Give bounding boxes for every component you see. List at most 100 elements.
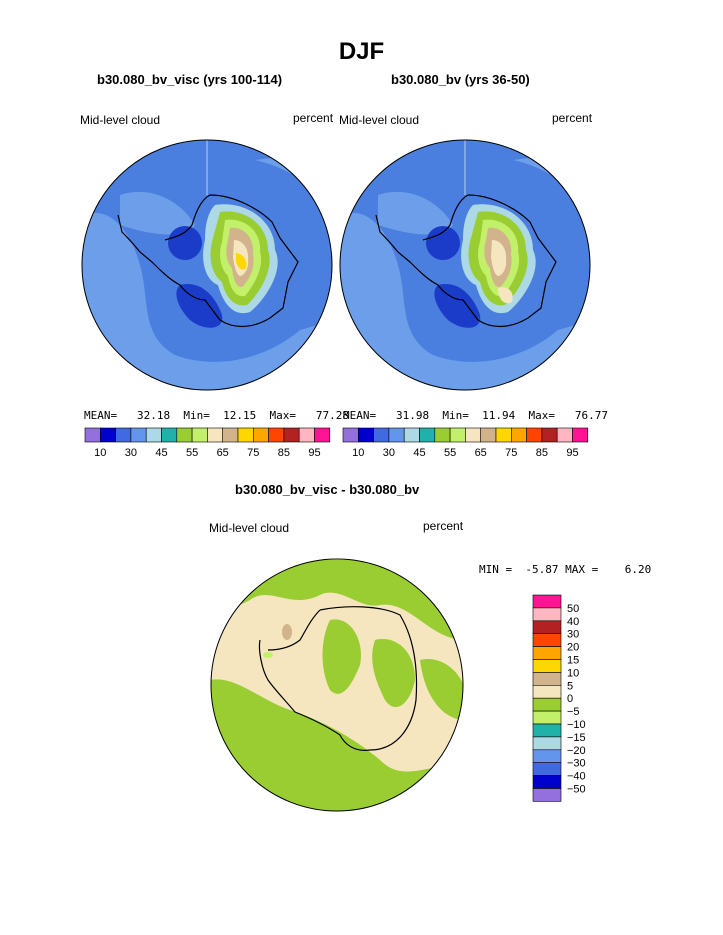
panel1-max-label: Max= xyxy=(269,409,297,422)
diff-colorbar-tick-label: 20 xyxy=(567,642,579,654)
panel2-colorbar-swatch xyxy=(449,427,466,443)
panel1-light-band xyxy=(82,213,332,390)
panel1-colorbar-tick-label: 10 xyxy=(94,447,106,459)
diff-positive-spot xyxy=(282,624,292,640)
panel1-map xyxy=(81,139,333,391)
panel2-mean-label: MEAN= xyxy=(343,409,377,422)
panel2-coastline xyxy=(375,194,557,328)
diff-region-n xyxy=(211,560,463,640)
panel2-colorbar-swatch xyxy=(541,427,558,443)
diff-colorbar-tick-label: −30 xyxy=(567,758,586,770)
diff-field-label: Mid-level cloud xyxy=(209,521,290,535)
panel1-colorbar-swatch xyxy=(130,427,147,443)
panel1-colorbar: 10 30 45 55 65 75 85 95 xyxy=(84,427,331,459)
panel2-min: 11.94 xyxy=(482,409,516,422)
diff-region-e xyxy=(372,639,415,708)
diff-colorbar-swatch xyxy=(532,672,562,686)
diff-units-label: percent xyxy=(423,519,464,533)
diff-stats: MIN = -5.87 MAX = 6.20 xyxy=(479,563,651,576)
panel1-colorbar-tick-label: 75 xyxy=(247,447,259,459)
diff-colorbar-tick-label: −5 xyxy=(567,706,580,718)
panel2-low-cloud-w xyxy=(426,226,460,260)
panel1-stats: MEAN= 32.18 Min= 12.15 Max= 77.28 xyxy=(84,409,349,422)
panel2-colorbar-swatch xyxy=(357,427,374,443)
diff-colorbar-swatch xyxy=(532,749,562,763)
diff-max-label: MAX = xyxy=(565,563,599,576)
diff-min: -5.87 xyxy=(525,563,559,576)
panel2-map xyxy=(339,139,591,391)
panel2-colorbar-swatch xyxy=(419,427,436,443)
diff-colorbar-swatch xyxy=(532,620,562,634)
diff-colorbar-tick-label: 10 xyxy=(567,667,579,679)
diff-negative-spot xyxy=(263,652,273,658)
diff-min-label: MIN = xyxy=(479,563,513,576)
diff-colorbar-swatch xyxy=(532,788,562,802)
panel2-colorbar-tick-label: 55 xyxy=(444,447,456,459)
panel1-max: 77.28 xyxy=(315,409,349,422)
panel1-min-label: Min= xyxy=(183,409,210,422)
panel1-mean: 32.18 xyxy=(137,409,171,422)
page-title: DJF xyxy=(338,38,385,65)
panel1-colorbar-swatch xyxy=(145,427,162,443)
diff-region-far-e xyxy=(420,659,463,720)
panel2-colorbar-swatch xyxy=(388,427,405,443)
panel2-field-label: Mid-level cloud xyxy=(339,113,420,127)
panel1-colorbar-swatch xyxy=(161,427,178,443)
diff-colorbar-swatch xyxy=(532,723,562,738)
panel1-colorbar-tick-label: 45 xyxy=(155,447,167,459)
panel2-colorbar-swatch xyxy=(556,427,573,443)
diff-colorbar-tick-label: 30 xyxy=(567,629,579,641)
panel2-low-cloud-sw xyxy=(434,284,481,328)
diff-title: b30.080_bv_visc - b30.080_bv xyxy=(235,482,420,497)
panel2-colorbar-tick-label: 65 xyxy=(475,447,487,459)
diff-coastline xyxy=(258,606,418,751)
panel2-max-label: Max= xyxy=(528,409,556,422)
panel1-colorbar-swatch xyxy=(222,427,239,443)
panel2-map-border xyxy=(339,139,591,391)
panel2-contour-65 xyxy=(491,240,507,276)
panel2-colorbar: 10 30 45 55 65 75 85 95 xyxy=(342,427,589,459)
panel1-case-title: b30.080_bv_visc (yrs 100-114) xyxy=(97,72,283,87)
panel2-colorbar-swatch xyxy=(342,427,359,443)
panel1-colorbar-swatch xyxy=(253,427,269,443)
diff-colorbar-tick-label: −40 xyxy=(567,771,586,783)
panel1-colorbar-swatch xyxy=(283,427,300,443)
diff-colorbar-tick-label: −20 xyxy=(567,745,586,757)
panel1-colorbar-swatch xyxy=(115,427,132,443)
panel2-colorbar-swatch xyxy=(373,427,390,443)
diff-map-border xyxy=(210,558,464,812)
panel1-light-band-nw xyxy=(120,191,195,235)
diff-colorbar-swatch xyxy=(532,684,562,699)
panel2-colorbar-tick-label: 10 xyxy=(352,447,364,459)
diff-colorbar-tick-label: 5 xyxy=(567,680,573,692)
diff-map xyxy=(210,558,464,812)
panel2-colorbar-tick-label: 30 xyxy=(383,447,395,459)
panel1-colorbar-tick-label: 65 xyxy=(217,447,229,459)
panel1-field-label: Mid-level cloud xyxy=(80,113,161,127)
diff-colorbar-swatch xyxy=(532,736,562,751)
panel1-mean-label: MEAN= xyxy=(84,409,118,422)
panel1-colorbar-swatch xyxy=(207,427,223,443)
diff-colorbar-tick-label: −50 xyxy=(567,784,586,796)
panel1-colorbar-swatch xyxy=(314,427,331,443)
panel1-colorbar-tick-label: 95 xyxy=(308,447,320,459)
panel2-colorbar-tick-label: 75 xyxy=(505,447,517,459)
diff-colorbar-swatch xyxy=(532,633,562,647)
panel2-colorbar-tick-label: 95 xyxy=(566,447,578,459)
panel2-colorbar-tick-label: 85 xyxy=(536,447,548,459)
panel1-low-cloud-sw xyxy=(176,284,223,328)
panel2-case-title: b30.080_bv (yrs 36-50) xyxy=(391,72,530,87)
diff-colorbar-tick-label: −10 xyxy=(567,719,586,731)
panel2-mean: 31.98 xyxy=(396,409,430,422)
panel1-colorbar-swatch xyxy=(100,427,116,443)
diff-colorbar-tick-label: −15 xyxy=(567,732,586,744)
panel1-colorbar-tick-label: 30 xyxy=(125,447,137,459)
diff-colorbar-swatch xyxy=(532,697,562,712)
panel1-colorbar-tick-label: 55 xyxy=(186,447,198,459)
panel1-colorbar-swatch xyxy=(237,427,254,443)
panel1-colorbar-tick-label: 85 xyxy=(278,447,290,459)
panel2-light-band-nw xyxy=(378,191,453,235)
panel1-colorbar-swatch xyxy=(176,427,193,443)
